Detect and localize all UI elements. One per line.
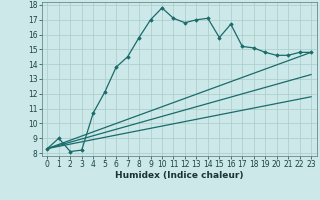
X-axis label: Humidex (Indice chaleur): Humidex (Indice chaleur) (115, 171, 244, 180)
